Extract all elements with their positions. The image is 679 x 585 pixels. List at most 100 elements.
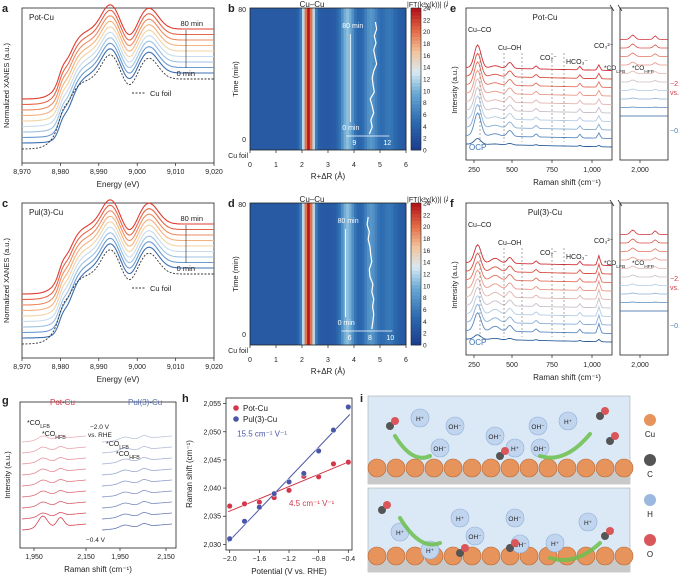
heatmap-cell xyxy=(299,203,303,345)
colorbar-cell xyxy=(411,125,421,130)
ion-label: OH⁻ xyxy=(488,434,502,441)
heatmap-cell xyxy=(283,8,287,150)
raman-spectrum xyxy=(465,52,612,80)
reaction-arrow xyxy=(393,434,432,460)
colorbar-tick-label: 18 xyxy=(423,236,431,243)
raman-spectrum-co xyxy=(620,274,668,278)
data-point xyxy=(315,473,322,480)
y-tick-label: 80 xyxy=(238,7,246,14)
peak-label: Cu–OH xyxy=(498,45,521,52)
o-atom xyxy=(501,447,509,455)
inset-label-top: 80 min xyxy=(342,23,363,30)
heatmap-cell xyxy=(382,8,386,150)
cu-atom xyxy=(557,458,577,478)
colorbar-cell xyxy=(411,68,421,73)
cu-atom xyxy=(481,458,501,478)
x-tick-label: 8,990 xyxy=(90,364,108,371)
xanes-curve xyxy=(21,15,214,111)
colorbar-cell xyxy=(411,295,421,300)
panel-d: d Cu–Cu 0 1 2 3 4 5 6 R+ΔR (Å) 80 0 Cu foil Time (min… xyxy=(226,195,460,390)
y-tick-label: 80 xyxy=(238,202,246,209)
c-atom xyxy=(496,452,504,460)
x-tick-label: −2.0 xyxy=(223,556,237,563)
colorbar-cell xyxy=(411,121,421,126)
raman-spectrum xyxy=(465,86,612,114)
cu-atom xyxy=(576,458,596,478)
o-atom xyxy=(601,407,609,415)
x-tick-label: 9,000 xyxy=(128,364,146,371)
cu-atom xyxy=(538,458,558,478)
x-tick-label: 5 xyxy=(378,357,382,364)
heatmap-cell xyxy=(328,8,331,150)
raman-spectrum-co xyxy=(620,97,668,100)
colorbar-cell xyxy=(411,327,421,332)
heatmap-cell xyxy=(330,8,334,150)
heatmap-cell xyxy=(356,8,360,150)
plot-frame xyxy=(465,7,613,161)
colorbar-tick-label: 20 xyxy=(423,224,431,231)
colorbar-cell xyxy=(411,281,421,286)
heatmap-cell xyxy=(341,8,344,150)
colorbar-cell xyxy=(411,71,421,76)
colorbar-tick-label: 2 xyxy=(423,331,427,338)
x-tick-label: −1.2 xyxy=(282,556,296,563)
x-tick-label: 0 xyxy=(248,162,252,169)
colorbar-tick-label: 16 xyxy=(423,53,431,60)
heatmap-cell xyxy=(294,203,298,345)
colorbar-cell xyxy=(411,50,421,55)
co-hfb-label: *COHFB xyxy=(116,451,140,461)
heatmap-cell xyxy=(304,8,308,150)
raman-spectrum-co xyxy=(620,265,668,269)
colorbar-tick-label: 8 xyxy=(423,100,427,107)
xanes-curve xyxy=(22,37,214,133)
raman-spectrum xyxy=(465,69,612,97)
heatmap-cell xyxy=(252,203,256,345)
colorbar-cell xyxy=(411,36,421,41)
colorbar-tick-label: 16 xyxy=(423,248,431,255)
colorbar-cell xyxy=(411,337,421,342)
peak-label: *COHFB xyxy=(632,65,654,75)
x-tick-label: 5 xyxy=(378,162,382,169)
co-lfb-label: *COLFB xyxy=(106,441,129,451)
panel-letter: b xyxy=(228,3,235,15)
colorbar-tick-label: 24 xyxy=(423,201,431,208)
legend-label: Cu foil xyxy=(150,284,172,293)
heatmap-cell xyxy=(341,203,344,345)
colorbar-tick-label: 12 xyxy=(423,272,431,279)
data-point xyxy=(330,460,337,467)
panel-i: i H⁺ OH⁻ OH⁻ OH⁻ H⁺ OH⁻ H⁺ OH⁻ H⁺ H⁺ OH⁻ OH⁻ H⁺ H⁺ OH⁻ H… xyxy=(360,390,679,580)
axis-break xyxy=(609,199,615,207)
heatmap-cell xyxy=(403,203,407,345)
heatmap-cell xyxy=(361,203,365,345)
heatmap-cell xyxy=(354,8,357,150)
co-spectrum xyxy=(101,478,173,487)
colorbar-cell xyxy=(411,89,421,94)
fit-line xyxy=(228,460,350,513)
colorbar-cell xyxy=(411,75,421,80)
raman-spectrum-co xyxy=(620,301,668,303)
heatmap-cell xyxy=(403,8,407,150)
x-tick-label: 2,150 xyxy=(157,554,175,561)
heatmap-cell xyxy=(260,8,264,150)
heatmap-cell xyxy=(273,8,277,150)
inset-axis-label: CN xyxy=(364,346,374,353)
raman-spectrum xyxy=(465,252,612,275)
colorbar-tick-label: 4 xyxy=(423,319,427,326)
colorbar-cell xyxy=(411,86,421,91)
y-axis-label: Intensity (a.u.) xyxy=(450,66,459,114)
x-axis-label: Energy (eV) xyxy=(97,180,140,189)
colorbar-cell xyxy=(411,305,421,310)
colorbar-cell xyxy=(411,114,421,119)
x-tick-label: 3 xyxy=(326,162,330,169)
y-axis-label: Time (min) xyxy=(231,256,240,292)
heatmap-cell xyxy=(255,203,259,345)
heatmap-cell xyxy=(268,8,272,150)
ion-label: H⁺ xyxy=(426,548,435,555)
heatmap-cell xyxy=(268,203,272,345)
colorbar-cell xyxy=(411,288,421,293)
xanes-curve xyxy=(21,204,214,301)
colorbar-cell xyxy=(411,316,421,321)
ocp-label: OCP xyxy=(469,338,486,347)
ion-bubble xyxy=(545,533,565,553)
x-tick-label: 3 xyxy=(326,357,330,364)
